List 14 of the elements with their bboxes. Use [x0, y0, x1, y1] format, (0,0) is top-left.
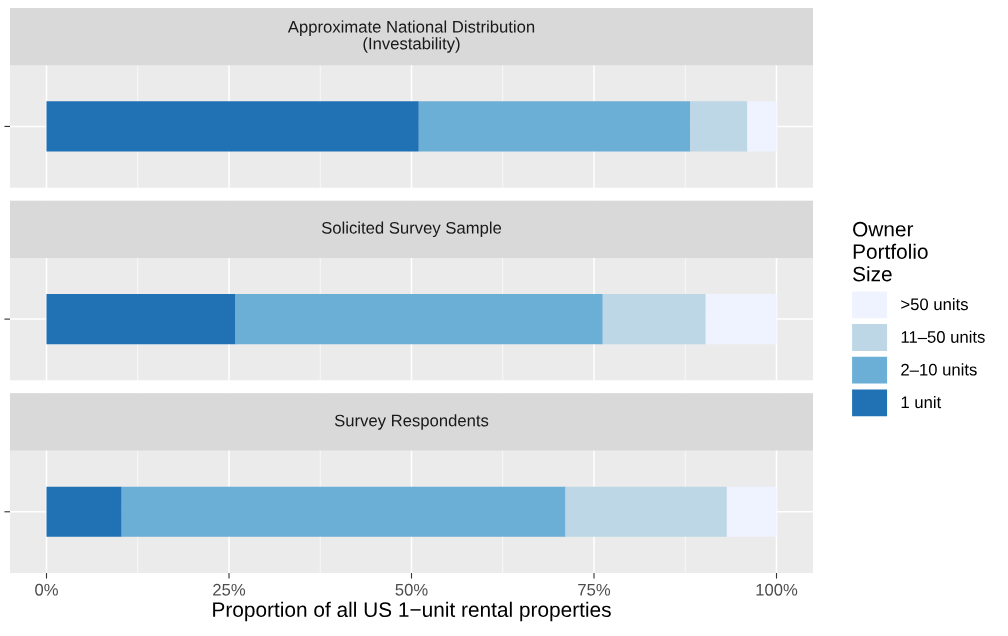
legend-label: 2–10 units [901, 363, 977, 376]
legend-label: >50 units [901, 297, 968, 311]
x-tick-label: 50% [395, 583, 428, 596]
x-tick-label: 0% [35, 583, 58, 596]
legend-label: 11–50 units [901, 330, 985, 343]
x-tick-label: 100% [756, 583, 798, 596]
legend-label: 1 unit [901, 395, 942, 409]
y-tick-label: Approximate National Distribution (Investability) [287, 20, 535, 53]
legend-title: Owner Portfolio Size [853, 221, 928, 282]
y-tick-label: Solicited Survey Sample [321, 221, 502, 238]
x-tick-label: 75% [578, 583, 611, 596]
y-tick-label: Survey Respondents [334, 414, 489, 430]
x-tick-label: 25% [213, 583, 246, 596]
x-axis-title: Proportion of all US 1−unit rental properties [213, 601, 611, 622]
